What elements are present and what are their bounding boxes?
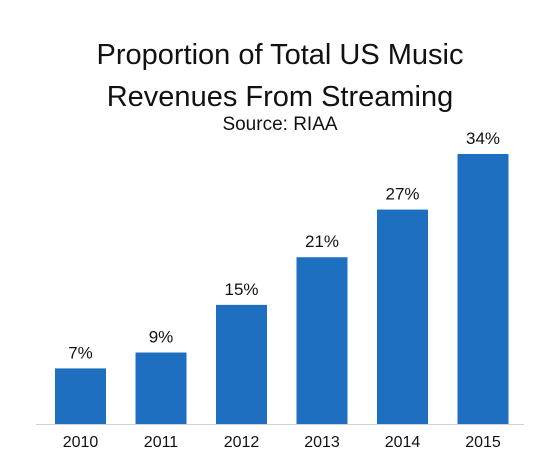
- chart-title: Proportion of Total US Music Revenues Fr…: [0, 34, 560, 118]
- data-label-2012: 15%: [224, 280, 258, 299]
- chart-title-line-1: Proportion of Total US Music: [96, 39, 464, 71]
- x-tick-label-2015: 2015: [465, 434, 501, 451]
- x-tick-label-2014: 2014: [385, 434, 421, 451]
- data-label-2015: 34%: [466, 129, 500, 148]
- x-tick-label-2012: 2012: [224, 434, 260, 451]
- chart-title-line-2: Revenues From Streaming: [106, 81, 454, 113]
- x-tick-label-2013: 2013: [304, 434, 340, 451]
- x-tick-label-2011: 2011: [144, 434, 179, 451]
- data-label-2013: 21%: [305, 232, 339, 251]
- data-label-2014: 27%: [385, 185, 419, 204]
- bar-2012: [216, 304, 267, 424]
- x-tick-label-2010: 2010: [63, 434, 99, 451]
- bar-2010: [55, 368, 106, 424]
- chart-subtitle: Source: RIAA: [222, 114, 338, 135]
- data-label-2010: 7%: [68, 343, 93, 362]
- bar-2013: [296, 257, 348, 424]
- bar-2014: [377, 209, 428, 424]
- bar-2015: [457, 154, 509, 424]
- data-label-2011: 9%: [149, 328, 174, 347]
- bar-2011: [135, 352, 187, 424]
